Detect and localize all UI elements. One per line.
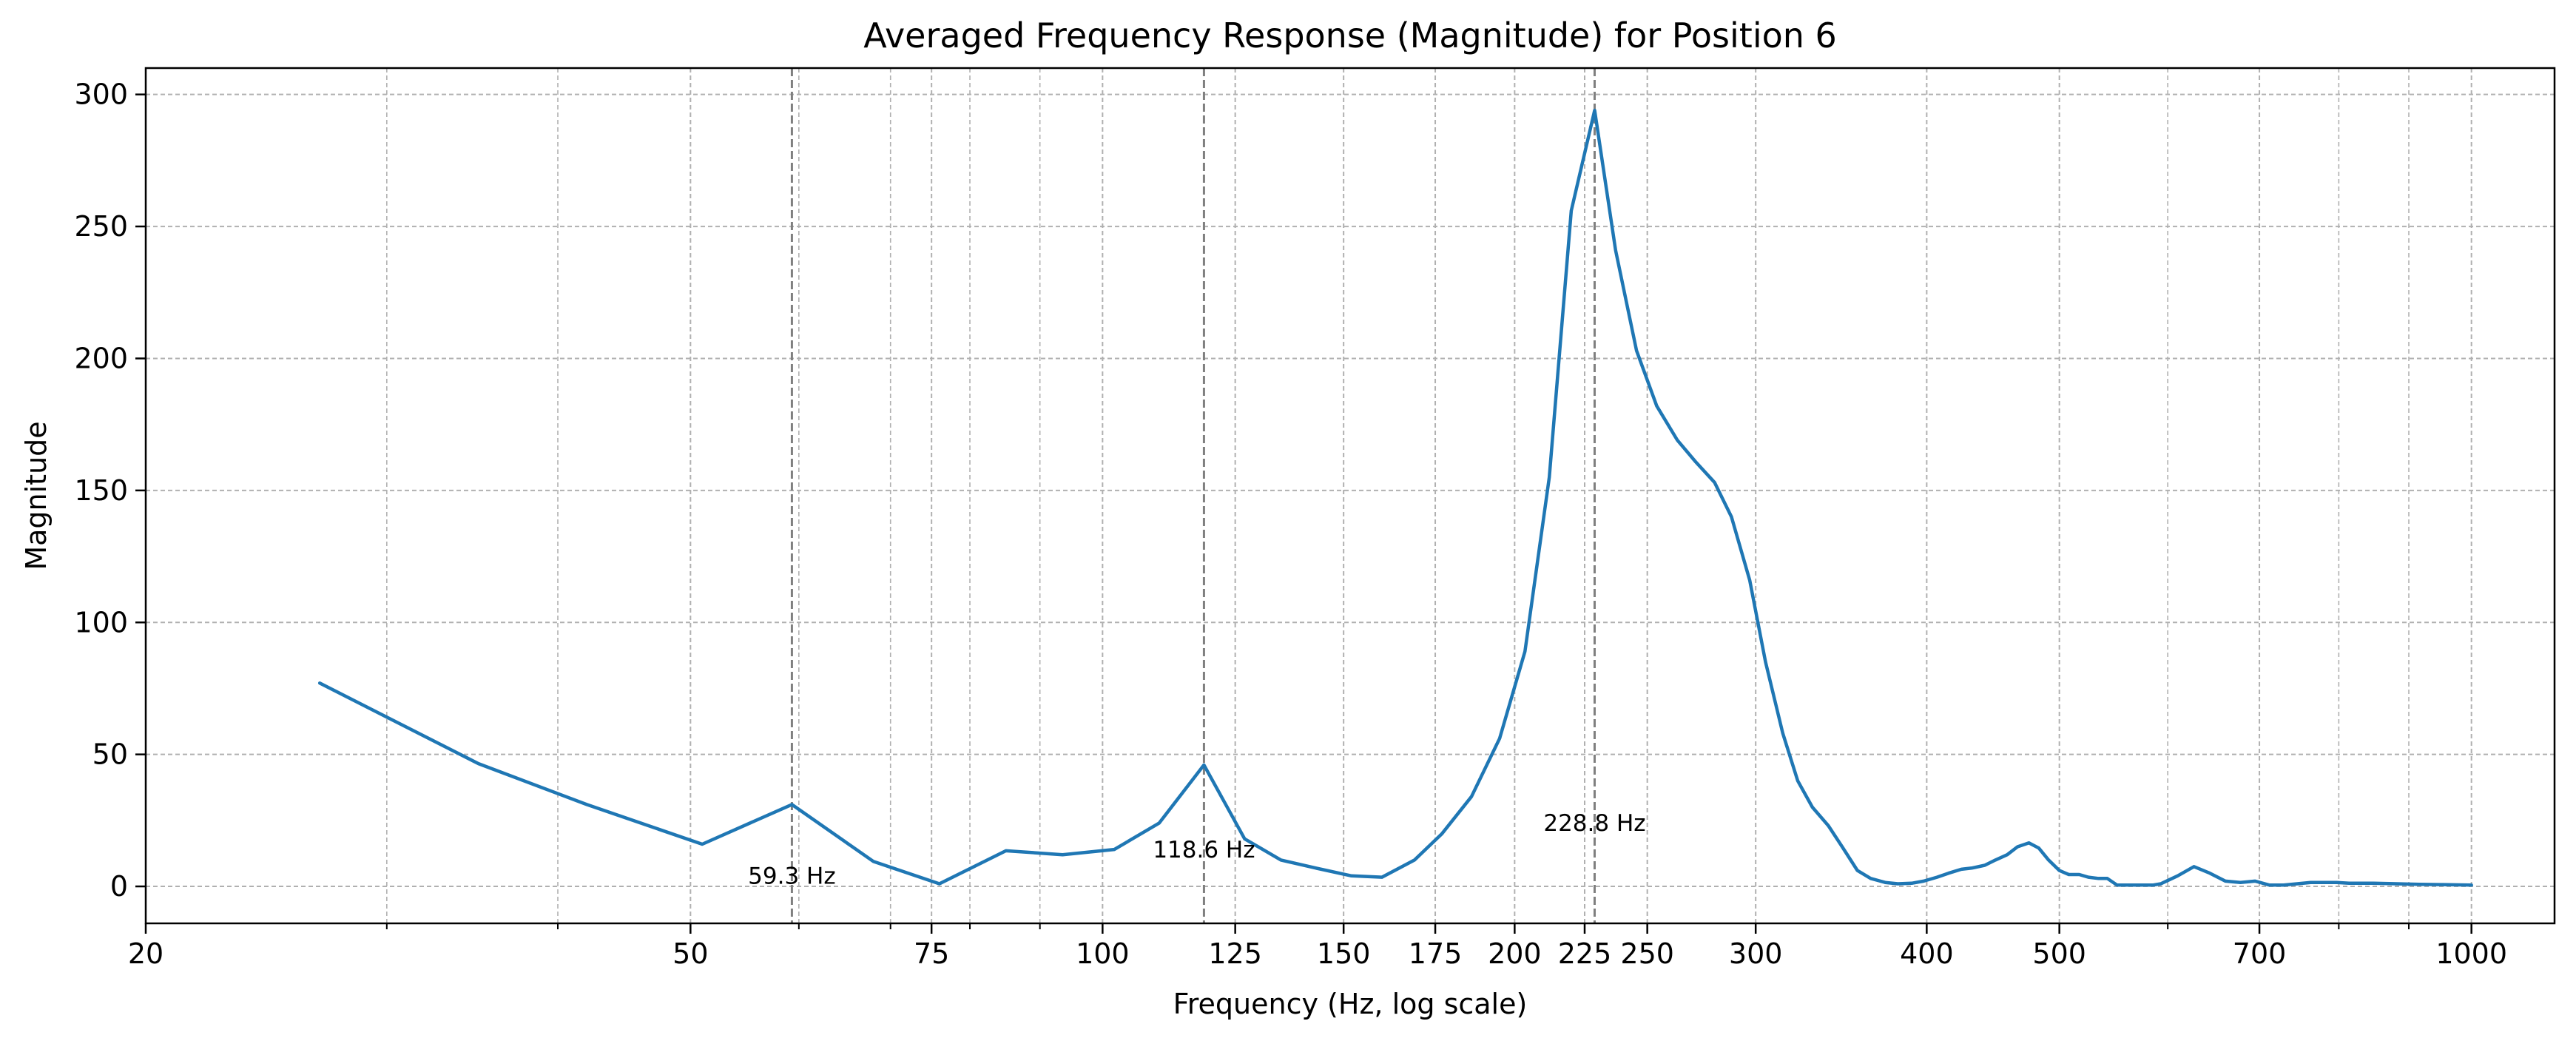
x-tick-label: 225 xyxy=(1558,937,1612,970)
x-tick-label: 250 xyxy=(1620,937,1674,970)
x-tick-label: 150 xyxy=(1317,937,1371,970)
series-layer xyxy=(317,108,2473,887)
x-tick-label: 500 xyxy=(2032,937,2086,970)
x-axis-label: Frequency (Hz, log scale) xyxy=(1173,988,1528,1020)
chart-title: Averaged Frequency Response (Magnitude) … xyxy=(863,16,1837,55)
y-tick-label: 150 xyxy=(74,474,128,507)
x-tick-label: 100 xyxy=(1076,937,1130,970)
x-tick-label: 400 xyxy=(1900,937,1954,970)
annotations: 59.3 Hz 118.6 Hz 228.8 Hz xyxy=(748,810,1645,889)
plot-frame xyxy=(144,67,2556,925)
y-tick-label: 0 xyxy=(110,870,128,903)
y-tick-label: 250 xyxy=(74,210,128,243)
x-tick-label: 1000 xyxy=(2435,937,2507,970)
y-axis-label: Magnitude xyxy=(20,421,53,570)
x-tick-label: 300 xyxy=(1729,937,1783,970)
x-tick-label: 700 xyxy=(2233,937,2287,970)
y-tick-label: 100 xyxy=(74,606,128,639)
reference-lines xyxy=(790,68,1596,923)
ticks: 20 50 75 100 125 150 175 200 225 250 300 400 500 700 1… xyxy=(74,78,2507,970)
x-tick-label: 75 xyxy=(914,937,949,970)
series-line xyxy=(317,108,2473,887)
x-tick-label: 200 xyxy=(1488,937,1542,970)
y-tick-label: 50 xyxy=(92,738,128,771)
x-tick-label: 125 xyxy=(1208,937,1262,970)
x-tick-label: 175 xyxy=(1409,937,1463,970)
y-tick-label: 300 xyxy=(74,78,128,111)
peak-annotation: 228.8 Hz xyxy=(1543,810,1645,837)
x-tick-label: 50 xyxy=(672,937,708,970)
grid xyxy=(145,68,2555,923)
peak-annotation: 118.6 Hz xyxy=(1153,837,1255,863)
y-tick-label: 200 xyxy=(74,342,128,374)
peak-annotation: 59.3 Hz xyxy=(748,863,835,889)
x-tick-label: 20 xyxy=(128,937,163,970)
